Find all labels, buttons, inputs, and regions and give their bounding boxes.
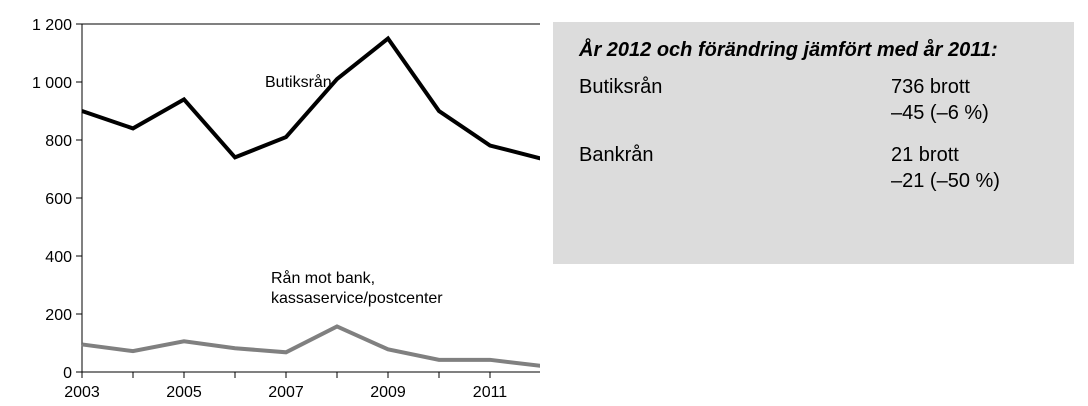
y-tick-label: 800	[45, 133, 72, 150]
summary-title: År 2012 och förändring jämfört med år 20…	[579, 39, 998, 61]
summary-change: –21 (–50 %)	[891, 170, 1000, 192]
x-tick-label: 2009	[370, 384, 406, 401]
summary-label: Butiksrån	[579, 76, 663, 98]
summary-value: 736 brott	[891, 76, 970, 98]
annotation-butiksran: Butiksrån	[265, 73, 332, 91]
summary-panel: År 2012 och förändring jämfört med år 20…	[553, 22, 1074, 264]
y-tick-label: 200	[45, 307, 72, 324]
summary-row-bankran: Bankrån 21 brott –21 (–50 %)	[579, 142, 1056, 194]
y-tick-label: 600	[45, 191, 72, 208]
summary-label: Bankrån	[579, 144, 654, 166]
x-tick-label: 2005	[166, 384, 202, 401]
line-chart: 0 200 400 600 800 1 000 1 200 2003 2005 2007 2009 2…	[32, 17, 540, 401]
y-tick-label: 400	[45, 249, 72, 266]
summary-values: 21 brott –21 (–50 %)	[891, 142, 1000, 194]
x-tick-label: 2003	[64, 384, 100, 401]
summary-values: 736 brott –45 (–6 %)	[891, 74, 989, 126]
x-tick-label: 2011	[473, 384, 508, 401]
summary-row-butiksran: Butiksrån 736 brott –45 (–6 %)	[579, 74, 1056, 126]
annotation-bank-line1: Rån mot bank,	[271, 269, 375, 287]
y-tick-label: 1 000	[32, 75, 72, 92]
series-line-butiksran	[81, 35, 540, 161]
series-line-bankran	[81, 324, 540, 368]
y-tick-label: 0	[63, 365, 72, 382]
plot-area: 0 200 400 600 800 1 000 1 200 2003 2005 2007 2009 2…	[32, 17, 540, 401]
summary-value: 21 brott	[891, 144, 959, 166]
summary-change: –45 (–6 %)	[891, 102, 989, 124]
annotation-bank-line2: kassaservice/postcenter	[271, 290, 443, 307]
y-tick-label: 1 200	[32, 17, 72, 34]
x-tick-label: 2007	[268, 384, 304, 401]
